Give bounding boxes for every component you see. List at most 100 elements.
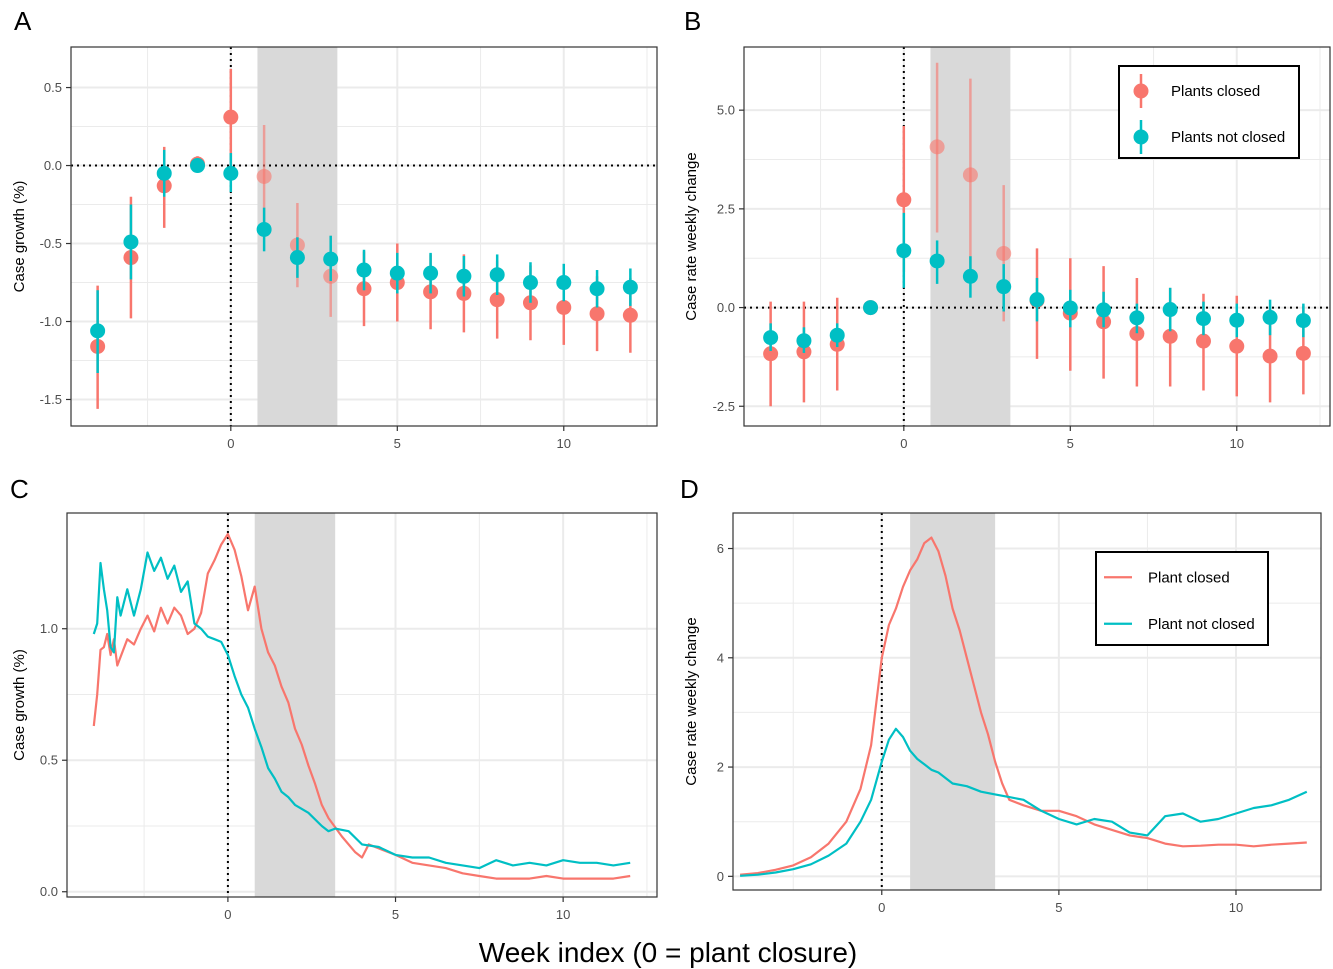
data-point-not_closed — [929, 253, 945, 269]
y-axis-label: Case rate weekly change — [683, 617, 700, 785]
y-tick-label: 5.0 — [717, 103, 735, 118]
data-point-closed — [996, 245, 1012, 261]
plot-background — [71, 47, 657, 426]
data-point-not_closed — [863, 300, 879, 316]
data-point-not_closed — [996, 279, 1012, 295]
data-point-not_closed — [123, 234, 139, 250]
y-tick-label: -2.5 — [713, 399, 735, 414]
data-point-closed — [556, 299, 572, 315]
data-point-not_closed — [1295, 313, 1311, 329]
legend-key-point-not_closed — [1133, 129, 1149, 145]
data-point-not_closed — [190, 158, 206, 174]
data-point-closed — [1162, 328, 1178, 344]
data-point-not_closed — [896, 243, 912, 259]
x-axis-title: Week index (0 = plant closure) — [479, 937, 857, 968]
x-tick-label: 5 — [394, 436, 401, 451]
plot-border — [70, 46, 658, 427]
plot-background — [67, 513, 657, 897]
y-tick-label: 0 — [717, 869, 724, 884]
data-point-not_closed — [489, 267, 505, 283]
data-point-not_closed — [1129, 310, 1145, 326]
x-tick-label: 0 — [878, 900, 885, 915]
panel-label: D — [680, 474, 699, 504]
data-point-not_closed — [323, 251, 339, 267]
data-point-not_closed — [1029, 292, 1045, 308]
data-point-not_closed — [156, 165, 172, 181]
data-point-closed — [223, 109, 239, 125]
panel-label: C — [10, 474, 29, 504]
data-point-not_closed — [1096, 302, 1112, 318]
legend-label-closed: Plants closed — [1171, 83, 1260, 100]
legend-label-closed: Plant closed — [1148, 569, 1230, 586]
data-point-not_closed — [456, 268, 472, 284]
x-tick-label: 0 — [900, 436, 907, 451]
x-tick-label: 5 — [1067, 436, 1074, 451]
series-line-not_closed — [92, 551, 631, 870]
data-point-not_closed — [829, 327, 845, 343]
y-tick-label: 0.0 — [717, 300, 735, 315]
y-tick-label: 0.5 — [40, 753, 58, 768]
legend-box — [1095, 551, 1269, 646]
legend-key-point-closed — [1133, 83, 1149, 99]
plot-border — [66, 512, 658, 898]
y-tick-label: -1.0 — [40, 314, 62, 329]
series-line-closed — [92, 532, 631, 880]
data-point-closed — [763, 346, 779, 362]
panel-d: 0 5 10 6 4 2 0 Case rate weekly change D Plant cl… — [680, 474, 1322, 915]
data-point-not_closed — [622, 279, 638, 295]
y-tick-label: 0.0 — [44, 158, 62, 173]
x-tick-label: 10 — [1229, 900, 1243, 915]
data-point-closed — [1262, 348, 1278, 364]
data-point-not_closed — [1195, 311, 1211, 327]
x-tick-label: 0 — [224, 907, 231, 922]
data-point-closed — [962, 167, 978, 183]
y-tick-label: 4 — [717, 650, 724, 665]
legend-box — [1118, 65, 1300, 159]
panel-label: A — [14, 6, 32, 36]
series-line-not_closed — [740, 727, 1308, 877]
closure-shade — [910, 513, 996, 890]
y-axis-label: Case growth (%) — [11, 649, 28, 761]
y-tick-label: 1.0 — [40, 621, 58, 636]
data-point-not_closed — [90, 323, 106, 339]
y-axis-label: Case rate weekly change — [683, 152, 700, 320]
data-point-not_closed — [796, 333, 812, 349]
data-point-closed — [589, 306, 605, 322]
panel-label: B — [684, 6, 701, 36]
plot-border — [743, 46, 1331, 427]
legend-label-not_closed: Plants not closed — [1171, 129, 1285, 146]
data-point-not_closed — [1162, 302, 1178, 318]
plot-border — [732, 512, 1322, 891]
data-point-not_closed — [1229, 312, 1245, 328]
panel-a: 0 5 10 0.5 0.0 -0.5 -1.0 -1.5 Case growth (%) A — [11, 6, 658, 451]
series-line-closed — [740, 536, 1307, 876]
legend-label-not_closed: Plant not closed — [1148, 616, 1255, 633]
data-point-not_closed — [256, 221, 272, 237]
panel-c: 0 5 10 1.0 0.5 0.0 Case growth (%) C — [10, 474, 658, 922]
x-tick-label: 10 — [557, 436, 571, 451]
y-tick-label: 0.5 — [44, 80, 62, 95]
data-point-not_closed — [556, 275, 572, 291]
panel-b: 0 5 10 5.0 2.5 0.0 -2.5 Case rate weekly change… — [683, 6, 1331, 451]
legend: Plants closed Plants not closed — [1118, 65, 1300, 159]
y-tick-label: 2 — [717, 760, 724, 775]
data-point-not_closed — [962, 268, 978, 284]
y-axis-label: Case growth (%) — [11, 181, 28, 293]
x-tick-label: 5 — [392, 907, 399, 922]
data-point-not_closed — [289, 250, 305, 266]
data-point-not_closed — [356, 262, 372, 278]
data-point-not_closed — [589, 281, 605, 297]
data-point-closed — [929, 139, 945, 155]
y-tick-label: 0.0 — [40, 884, 58, 899]
data-point-not_closed — [1062, 300, 1078, 316]
data-point-closed — [1229, 338, 1245, 354]
data-point-closed — [1295, 345, 1311, 361]
closure-shade — [254, 513, 336, 897]
x-tick-label: 0 — [227, 436, 234, 451]
x-tick-label: 5 — [1055, 900, 1062, 915]
x-tick-label: 10 — [1230, 436, 1244, 451]
data-point-closed — [1195, 333, 1211, 349]
x-tick-label: 10 — [556, 907, 570, 922]
data-point-not_closed — [223, 165, 239, 181]
